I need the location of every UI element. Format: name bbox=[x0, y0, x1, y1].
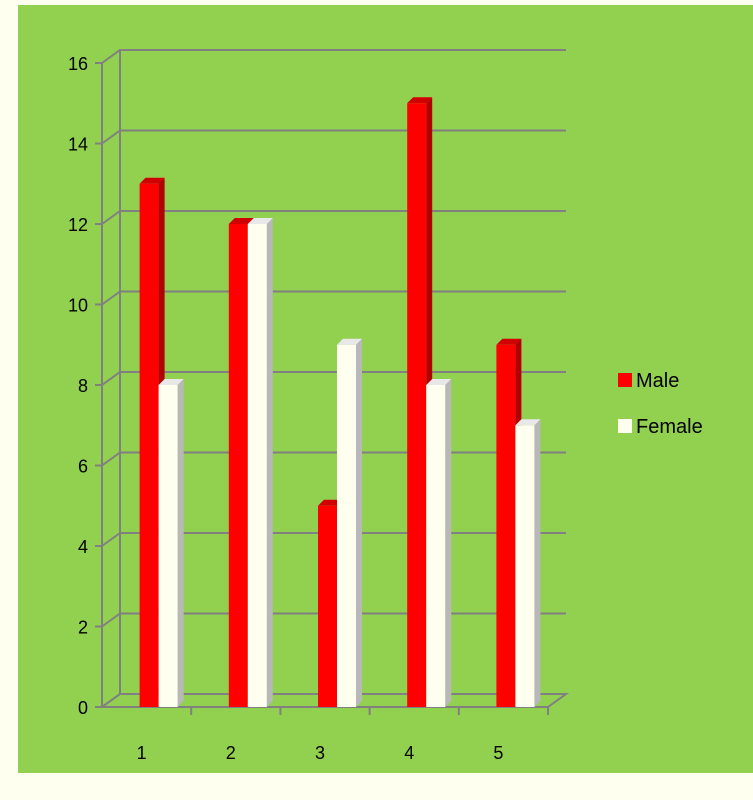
bar-front bbox=[515, 425, 535, 707]
bar-top bbox=[139, 177, 165, 184]
bar-top bbox=[496, 338, 522, 345]
y-tick-label-8: 8 bbox=[78, 376, 88, 396]
x-tick-label-2: 2 bbox=[226, 743, 236, 763]
bar-front bbox=[247, 224, 267, 707]
y-tick-label-4: 4 bbox=[78, 537, 88, 557]
bar-female-1 bbox=[158, 379, 184, 707]
gridline-14 bbox=[101, 129, 566, 145]
bar-female-2 bbox=[247, 218, 273, 707]
gridline-16 bbox=[101, 49, 566, 64]
bar-top bbox=[228, 218, 254, 224]
bar-side bbox=[177, 379, 184, 707]
y-tick-label-16: 16 bbox=[68, 54, 88, 74]
bars bbox=[139, 97, 541, 707]
legend-label-female: Female bbox=[636, 416, 703, 438]
gridline-10 bbox=[101, 290, 566, 306]
bar-top bbox=[158, 379, 184, 385]
bar-side bbox=[266, 218, 273, 707]
bar-female-4 bbox=[426, 379, 452, 707]
y-tick-label-10: 10 bbox=[68, 296, 88, 316]
x-tick-label-1: 1 bbox=[137, 743, 147, 763]
bar-front bbox=[426, 385, 446, 707]
bar-female-5 bbox=[515, 419, 541, 707]
bar-female-3 bbox=[337, 338, 362, 707]
bar-front bbox=[407, 103, 427, 707]
y-axis-tick-labels: 0 2 4 6 8 10 12 14 16 bbox=[68, 54, 88, 718]
y-tick-label-12: 12 bbox=[68, 215, 88, 235]
bar-front bbox=[337, 344, 356, 707]
bar-top bbox=[247, 218, 273, 224]
bar-front bbox=[496, 344, 516, 707]
legend: Male Female bbox=[618, 370, 703, 438]
x-tick-label-5: 5 bbox=[493, 743, 503, 763]
bar-top bbox=[515, 419, 541, 426]
legend-swatch-male bbox=[618, 373, 632, 387]
bar-top bbox=[426, 379, 452, 385]
y-tick-label-2: 2 bbox=[78, 618, 88, 638]
y-tick-label-0: 0 bbox=[78, 698, 88, 718]
bar-side bbox=[356, 338, 362, 707]
bar-side bbox=[445, 379, 452, 707]
bar-front bbox=[318, 505, 337, 707]
y-tick-label-14: 14 bbox=[68, 135, 88, 155]
x-axis-tick-labels: 1 2 3 4 5 bbox=[137, 743, 504, 763]
x-tick-label-4: 4 bbox=[404, 743, 414, 763]
x-tick-label-3: 3 bbox=[315, 743, 325, 763]
bar-front bbox=[158, 385, 178, 707]
bar-top bbox=[407, 97, 433, 104]
bar-top bbox=[337, 338, 362, 345]
legend-swatch-female bbox=[618, 419, 632, 433]
bar-side bbox=[534, 419, 541, 707]
bar-top bbox=[318, 499, 343, 506]
bar-front bbox=[228, 224, 248, 707]
gridline-12 bbox=[101, 210, 566, 225]
bar-front bbox=[139, 183, 159, 707]
y-tick-label-6: 6 bbox=[78, 457, 88, 477]
legend-label-male: Male bbox=[636, 370, 679, 392]
